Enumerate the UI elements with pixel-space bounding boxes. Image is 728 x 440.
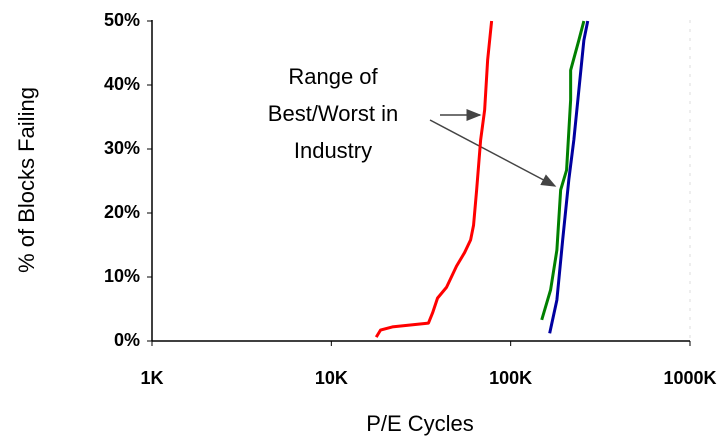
series-line: [548, 20, 590, 334]
y-tick-label: 0%: [114, 330, 140, 350]
y-tick-label: 30%: [104, 138, 140, 158]
x-tick-label: 1000K: [663, 368, 716, 388]
y-tick-label: 50%: [104, 10, 140, 30]
x-tick-label: 100K: [489, 368, 532, 388]
x-tick-label: 1K: [140, 368, 163, 388]
annotation: Range of: [288, 64, 378, 89]
arrow: [429, 119, 557, 187]
y-tick-label: 20%: [104, 202, 140, 222]
y-tick-label: 40%: [104, 74, 140, 94]
x-axis-title: P/E Cycles: [366, 411, 474, 436]
y-tick-label: 10%: [104, 266, 140, 286]
x-tick-label: 10K: [315, 368, 348, 388]
annotation: Best/Worst in: [268, 101, 398, 126]
y-axis-title: % of Blocks Failing: [14, 87, 39, 273]
annotation: Industry: [294, 138, 372, 163]
series-line: [540, 20, 586, 321]
series-line: [374, 20, 494, 338]
